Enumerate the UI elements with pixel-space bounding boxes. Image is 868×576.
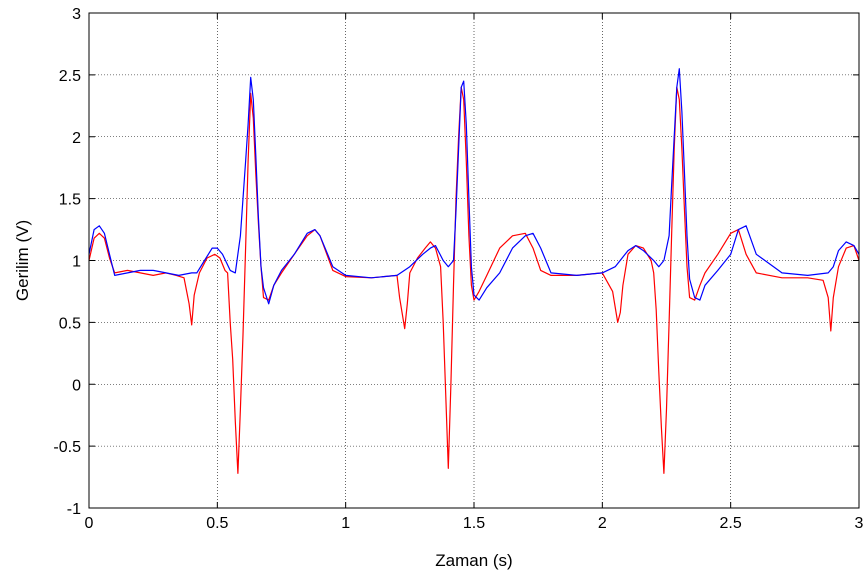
x-tick-label: 1 [341, 515, 350, 532]
grid [89, 13, 859, 508]
x-tick-label: 2 [598, 515, 607, 532]
x-axis-label: Zaman (s) [435, 551, 512, 570]
x-tick-label: 1.5 [463, 515, 485, 532]
y-tick-label: 1 [72, 254, 81, 271]
series-group [88, 68, 860, 474]
x-tick-label: 3 [855, 515, 864, 532]
series-red-line [88, 86, 860, 474]
series-blue-line [88, 68, 860, 305]
y-tick-label: 1.5 [59, 192, 81, 209]
y-tick-label: 0.5 [59, 315, 81, 332]
x-tick-label: 0.5 [206, 515, 228, 532]
y-tick-label: -0.5 [53, 439, 81, 456]
y-axis-label: Gerilim (V) [13, 220, 32, 301]
y-tick-label: 3 [72, 6, 81, 23]
x-tick-label: 0 [85, 515, 94, 532]
y-tick-label: -1 [67, 501, 81, 518]
x-tick-label: 2.5 [720, 515, 742, 532]
y-tick-label: 2.5 [59, 68, 81, 85]
ticks: 0 0.5 1 1.5 2 2.5 3 -1 -0.5 0 0.5 1 1.5 2 2.5 3 [53, 6, 863, 532]
y-tick-label: 2 [72, 130, 81, 147]
y-tick-label: 0 [72, 377, 81, 394]
